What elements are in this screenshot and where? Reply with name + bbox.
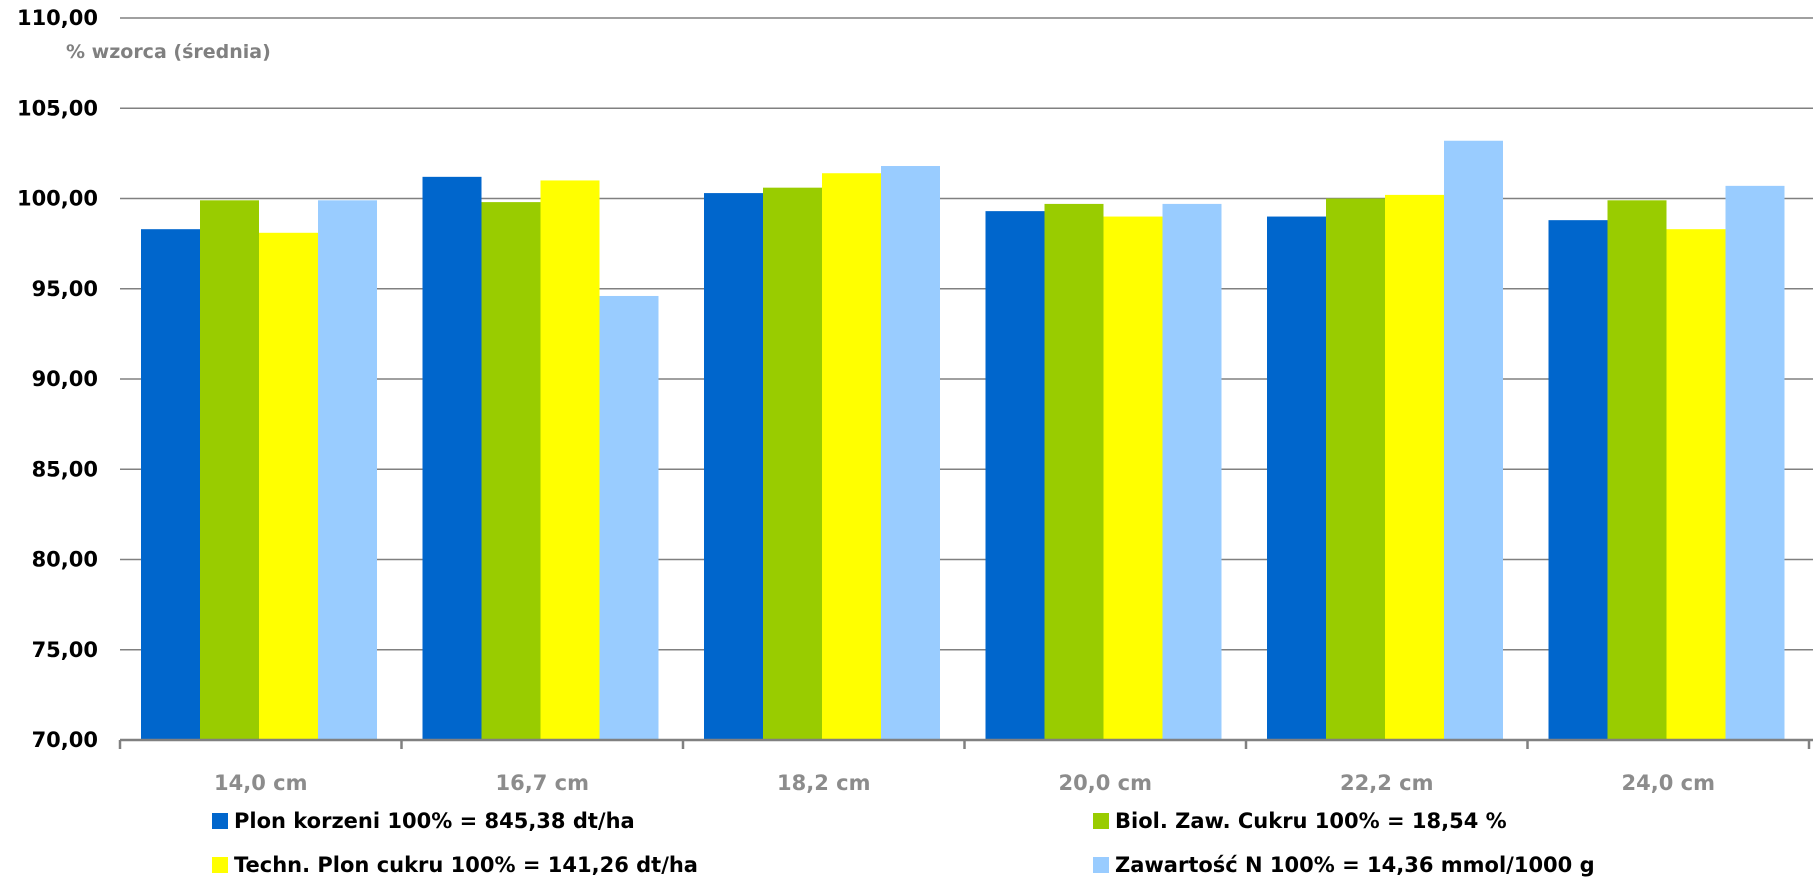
bar [540, 180, 600, 740]
bar [481, 202, 541, 741]
legend-item-3: Zawartość N 100% = 14,36 mmol/1000 g [1093, 853, 1595, 877]
bar [763, 187, 822, 741]
y-tick-label: 75,00 [32, 638, 98, 662]
y-tick-label: 110,00 [17, 6, 98, 30]
x-tick-label: 24,0 cm [1622, 771, 1715, 795]
y-axis-label: % wzorca (średnia) [66, 41, 271, 63]
bar [704, 193, 763, 740]
legend-swatch [212, 857, 228, 873]
legend-item-0: Plon korzeni 100% = 845,38 dt/ha [212, 809, 635, 833]
bar [985, 211, 1045, 740]
legend-item-1: Biol. Zaw. Cukru 100% = 18,54 % [1093, 809, 1507, 833]
bar [259, 232, 318, 741]
bar [1162, 203, 1222, 741]
x-tick-label: 16,7 cm [496, 771, 589, 795]
bar [1666, 229, 1726, 740]
bar [822, 173, 881, 741]
x-tick-label: 18,2 cm [777, 771, 870, 795]
bar [200, 200, 259, 740]
bar [881, 166, 940, 740]
bar [1103, 216, 1163, 741]
x-tick-label: 14,0 cm [214, 771, 307, 795]
y-tick-label: 85,00 [32, 457, 98, 481]
y-tick-label: 70,00 [32, 728, 98, 752]
x-tick-label: 20,0 cm [1059, 771, 1152, 795]
bar [1044, 203, 1104, 741]
gridlines [120, 17, 1813, 651]
legend-item-2: Techn. Plon cukru 100% = 141,26 dt/ha [212, 853, 698, 877]
y-tick-labels: 70,00 75,00 80,00 85,00 90,00 95,00 100,00 105,… [17, 6, 98, 752]
bar [318, 200, 377, 740]
bar [422, 176, 482, 741]
x-tick-label: 22,2 cm [1340, 771, 1433, 795]
axes [118, 738, 1813, 749]
bar [1607, 200, 1667, 740]
legend-label: Plon korzeni 100% = 845,38 dt/ha [234, 809, 635, 833]
bar [1444, 140, 1503, 741]
bar [1326, 198, 1385, 740]
y-tick-label: 80,00 [32, 548, 98, 572]
bar [1385, 194, 1444, 740]
y-tick-label: 100,00 [17, 187, 98, 211]
bars [141, 140, 1785, 741]
x-tick-labels: 14,0 cm 16,7 cm 18,2 cm 20,0 cm 22,2 cm 24,0 … [214, 771, 1715, 795]
legend-label: Biol. Zaw. Cukru 100% = 18,54 % [1115, 809, 1507, 833]
legend-swatch [1093, 857, 1109, 873]
bar [141, 229, 200, 740]
legend-swatch [212, 813, 228, 829]
y-tick-label: 105,00 [17, 96, 98, 120]
bar [1548, 220, 1608, 740]
y-tick-label: 95,00 [32, 277, 98, 301]
bar [1725, 185, 1785, 741]
bar [599, 295, 659, 740]
legend-label: Techn. Plon cukru 100% = 141,26 dt/ha [234, 853, 698, 877]
legend-swatch [1093, 813, 1109, 829]
y-tick-label: 90,00 [32, 367, 98, 391]
legend-label: Zawartość N 100% = 14,36 mmol/1000 g [1115, 853, 1595, 877]
bar [1267, 216, 1326, 741]
